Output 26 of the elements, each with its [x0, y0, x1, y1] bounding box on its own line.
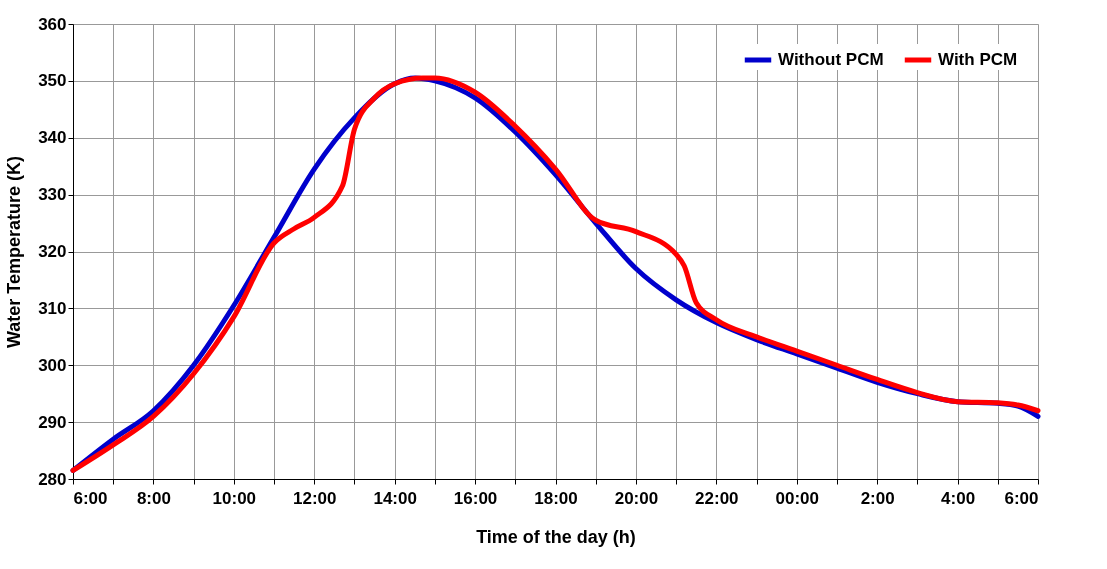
x-tick-label: 6:00: [73, 488, 108, 508]
x-tick-label: 00:00: [775, 488, 819, 508]
x-tick-label: 6:00: [1004, 488, 1039, 508]
x-tick-label: 12:00: [293, 488, 337, 508]
y-tick-label: 330: [38, 185, 67, 205]
y-tick-label: 280: [38, 469, 67, 489]
y-axis-title: Water Temperature (K): [4, 155, 25, 349]
y-tick-label: 320: [38, 242, 67, 261]
x-tick-label: 14:00: [373, 488, 417, 508]
x-tick-label: 18:00: [534, 488, 578, 508]
legend-label: With PCM: [938, 50, 1018, 69]
y-tick-label: 340: [38, 128, 67, 148]
y-tick-label: 350: [38, 71, 67, 91]
x-tick-label: 8:00: [136, 488, 171, 508]
x-tick-label: 20:00: [614, 488, 659, 508]
y-tick-label: 310: [38, 298, 67, 318]
x-axis-title: Time of the day (h): [476, 526, 636, 547]
x-tick-label: 10:00: [212, 488, 257, 508]
y-tick-label: 360: [38, 14, 67, 34]
y-tick-label: 300: [38, 355, 67, 375]
x-tick-label: 4:00: [941, 488, 976, 508]
x-tick-label: 16:00: [453, 488, 498, 508]
x-tick-label: 2:00: [860, 488, 895, 508]
legend-label: Without PCM: [778, 50, 884, 69]
y-tick-label: 290: [38, 412, 67, 432]
x-tick-label: 22:00: [695, 488, 739, 508]
